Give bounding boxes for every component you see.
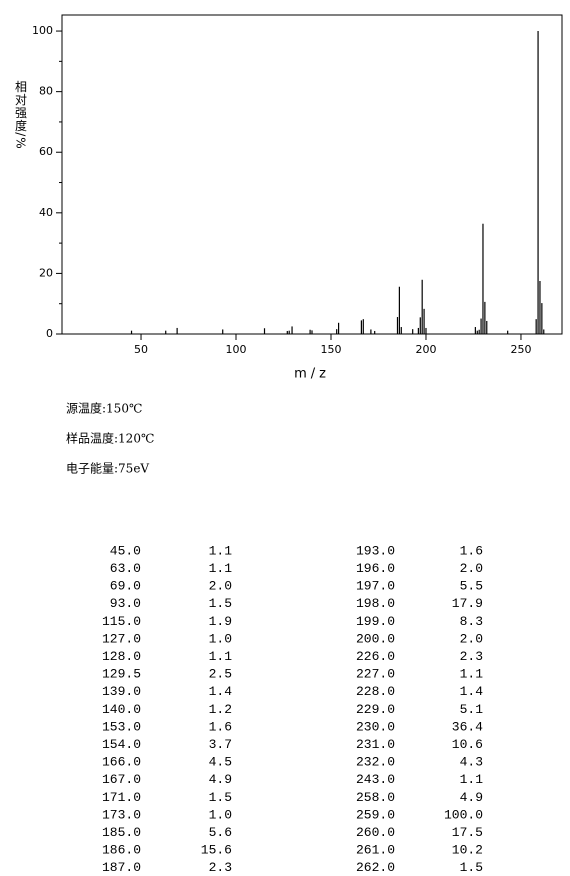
intensity: 3.7 (209, 737, 232, 752)
x-axis-label: m/z (294, 367, 330, 382)
intensity: 1.1 (209, 543, 233, 558)
mass: 230.0 (356, 719, 395, 734)
mass: 227.0 (356, 667, 395, 682)
mass: 261.0 (356, 843, 395, 858)
intensity: 4.3 (460, 755, 483, 770)
mass: 187.0 (102, 860, 141, 872)
mass: 167.0 (102, 772, 141, 787)
intensity: 1.1 (209, 649, 233, 664)
y-tick-label: 80 (39, 85, 53, 98)
x-tick-label: 200 (415, 343, 436, 356)
y-tick-label: 60 (39, 145, 53, 158)
intensity: 1.0 (209, 807, 232, 822)
intensity: 17.5 (452, 825, 483, 840)
plot-frame (61, 14, 563, 335)
intensity: 8.3 (460, 614, 483, 629)
mass: 198.0 (356, 596, 395, 611)
intensity: 2.0 (209, 579, 232, 594)
x-tick-label: 250 (510, 343, 531, 356)
mass: 231.0 (356, 737, 395, 752)
mass: 127.0 (102, 631, 141, 646)
intensity: 2.0 (460, 561, 483, 576)
intensity: 100.0 (444, 807, 483, 822)
intensity: 15.6 (201, 843, 232, 858)
mass: 63.0 (110, 561, 141, 576)
mass: 153.0 (102, 719, 141, 734)
intensity: 1.5 (209, 596, 232, 611)
intensity: 5.5 (460, 579, 483, 594)
intensity: 36.4 (452, 719, 483, 734)
intensity: 5.1 (460, 702, 484, 717)
mass: 139.0 (102, 684, 141, 699)
mass: 262.0 (356, 860, 395, 872)
mass: 193.0 (356, 543, 395, 558)
mass: 140.0 (102, 702, 141, 717)
intensity: 1.6 (460, 543, 483, 558)
mass: 185.0 (102, 825, 141, 840)
intensity: 1.0 (209, 631, 232, 646)
intensity: 1.1 (460, 772, 484, 787)
mass: 200.0 (356, 631, 395, 646)
x-tick-label: 50 (134, 343, 148, 356)
intensity: 4.9 (209, 772, 232, 787)
intensity: 17.9 (452, 596, 483, 611)
mass: 232.0 (356, 755, 395, 770)
intensity: 10.2 (452, 843, 483, 858)
mass: 196.0 (356, 561, 395, 576)
intensity: 2.3 (209, 860, 232, 872)
intensity: 1.9 (209, 614, 232, 629)
mass: 228.0 (356, 684, 395, 699)
condition: 电子能量:75eV (66, 462, 149, 476)
mass: 93.0 (110, 596, 141, 611)
mass: 258.0 (356, 790, 395, 805)
y-tick-label: 40 (39, 206, 53, 219)
y-tick-label: 0 (46, 327, 53, 340)
mass: 115.0 (102, 614, 141, 629)
intensity: 4.5 (209, 755, 232, 770)
intensity: 1.1 (460, 667, 484, 682)
intensity: 10.6 (452, 737, 483, 752)
mass: 166.0 (102, 755, 141, 770)
intensity: 5.6 (209, 825, 232, 840)
mass: 226.0 (356, 649, 395, 664)
intensity: 2.0 (460, 631, 483, 646)
intensity: 1.2 (209, 702, 232, 717)
mass: 259.0 (356, 807, 395, 822)
mass: 45.0 (110, 543, 141, 558)
mass: 243.0 (356, 772, 395, 787)
intensity: 1.1 (209, 561, 233, 576)
mass: 128.0 (102, 649, 141, 664)
intensity: 1.4 (209, 684, 233, 699)
mass: 197.0 (356, 579, 395, 594)
mass: 154.0 (102, 737, 141, 752)
mass: 173.0 (102, 807, 141, 822)
intensity: 1.4 (460, 684, 484, 699)
mass: 129.5 (102, 667, 141, 682)
condition: 样品温度:120℃ (66, 431, 154, 446)
y-tick-label: 20 (39, 266, 53, 279)
x-tick-label: 100 (226, 343, 247, 356)
intensity: 1.6 (209, 719, 232, 734)
mass: 199.0 (356, 614, 395, 629)
intensity: 4.9 (460, 790, 483, 805)
y-axis-label: 相对强度/% (14, 80, 28, 150)
mass: 229.0 (356, 702, 395, 717)
mass: 260.0 (356, 825, 395, 840)
mass: 69.0 (110, 579, 141, 594)
x-tick-label: 150 (320, 343, 341, 356)
intensity: 1.5 (460, 860, 483, 872)
y-tick-label: 100 (32, 24, 53, 37)
mass: 186.0 (102, 843, 141, 858)
intensity: 2.3 (460, 649, 483, 664)
mass: 171.0 (102, 790, 141, 805)
condition: 源温度:150℃ (66, 401, 142, 416)
intensity: 1.5 (209, 790, 232, 805)
intensity: 2.5 (209, 667, 232, 682)
